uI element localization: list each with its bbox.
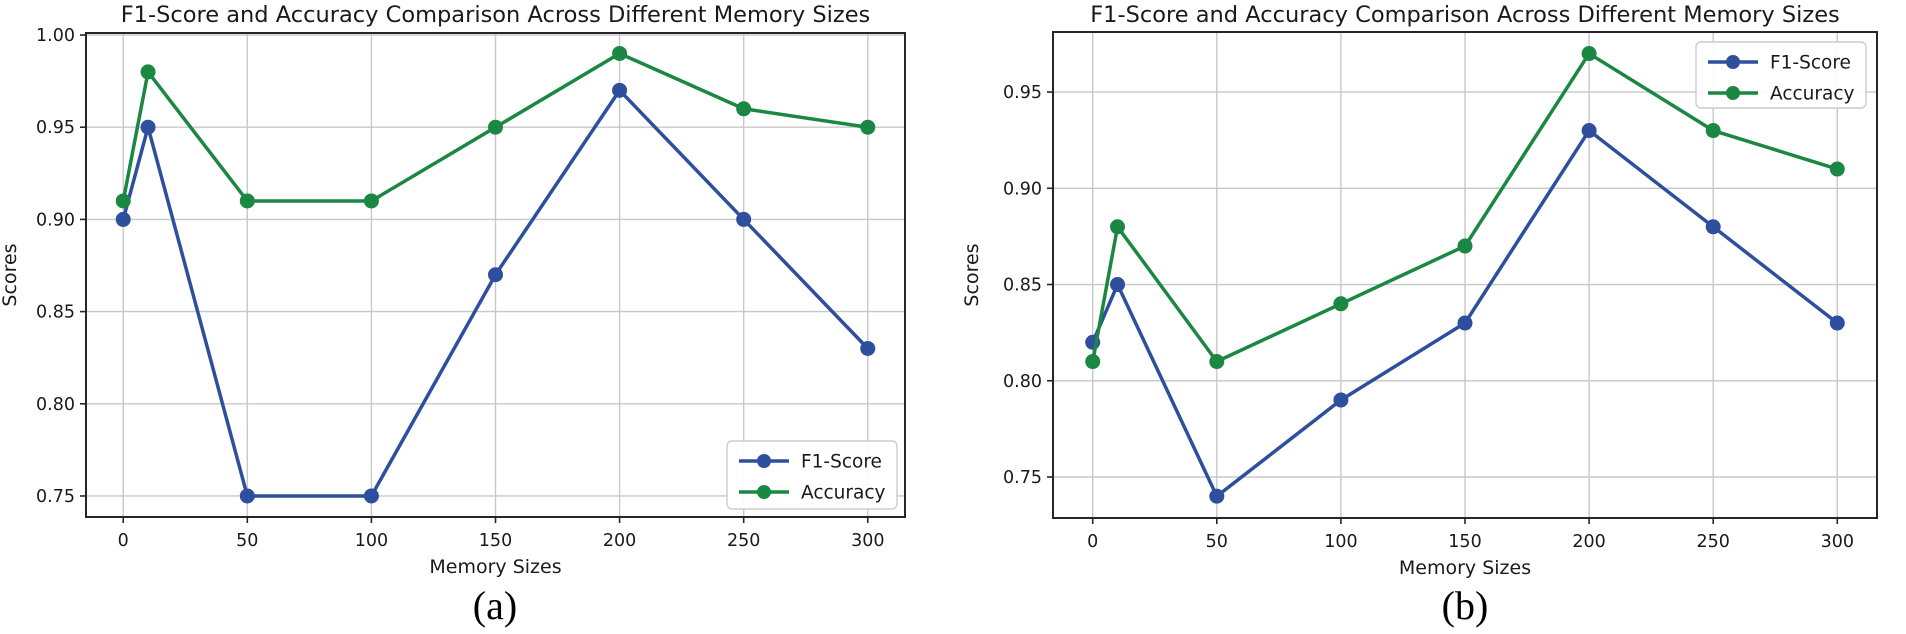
axis-ticks: 0 50 100 150 200 250 300 0.75 0.80 0.85 0.90 0.95 1.… <box>36 26 884 551</box>
y-tick-label: 0.80 <box>1003 372 1042 392</box>
y-tick-label: 0.75 <box>1003 468 1042 488</box>
series-line-f1-score <box>1091 128 1839 499</box>
x-tick-label: 150 <box>479 531 512 551</box>
series-line-accuracy <box>121 51 869 203</box>
y-tick-label: 0.75 <box>36 487 75 507</box>
y-tick-label: 0.95 <box>1003 83 1042 103</box>
x-tick-label: 100 <box>355 531 388 551</box>
data-point-marker <box>115 193 131 209</box>
x-tick-label: 250 <box>727 531 760 551</box>
data-point-marker <box>1333 296 1349 312</box>
data-point-marker <box>140 64 156 80</box>
series-line-f1-score <box>121 88 870 498</box>
legend-entry-accuracy: Accuracy <box>1708 84 1855 105</box>
data-point-marker <box>1110 219 1126 235</box>
y-tick-label: 0.90 <box>1003 179 1042 199</box>
legend-label: Accuracy <box>801 483 886 504</box>
data-point-marker <box>1581 123 1597 139</box>
x-tick-label: 200 <box>603 531 636 551</box>
data-point-marker <box>1829 161 1845 177</box>
x-tick-label: 50 <box>1206 532 1228 552</box>
y-tick-label: 0.90 <box>36 210 75 230</box>
subplot-a: 0 50 100 150 200 250 300 0.75 0.80 0.85 0.90 0.95 1.… <box>0 2 906 578</box>
data-point-marker <box>1457 315 1473 331</box>
x-axis-label: Memory Sizes <box>429 556 561 578</box>
data-point-marker <box>860 119 876 135</box>
y-tick-label: 0.95 <box>36 118 75 138</box>
data-point-marker <box>1209 488 1225 504</box>
y-axis-label: Scores <box>0 243 21 306</box>
data-point-marker <box>1457 238 1473 254</box>
y-tick-label: 0.85 <box>36 303 75 323</box>
subplot-caption-a: (a) <box>472 583 518 628</box>
data-point-marker <box>140 119 156 135</box>
data-point-marker <box>736 101 752 117</box>
chart-title: F1-Score and Accuracy Comparison Across … <box>121 2 871 28</box>
x-tick-label: 250 <box>1696 532 1729 552</box>
y-axis-label: Scores <box>961 243 983 306</box>
data-point-marker <box>363 488 379 504</box>
legend-entry-accuracy: Accuracy <box>739 483 886 504</box>
y-tick-label: 1.00 <box>36 26 75 46</box>
data-point-marker <box>1333 392 1349 408</box>
data-point-marker <box>612 45 628 61</box>
data-point-marker <box>488 267 503 283</box>
data-point-marker <box>488 119 503 135</box>
legend: F1-Score Accuracy <box>1695 41 1867 109</box>
x-tick-label: 50 <box>236 531 258 551</box>
legend-entry-f1-score: F1-Score <box>739 452 882 473</box>
legend-marker <box>757 485 771 499</box>
legend-marker <box>1726 55 1740 69</box>
data-point-marker <box>1085 354 1101 370</box>
x-axis-label: Memory Sizes <box>1399 557 1531 579</box>
legend: F1-Score Accuracy <box>726 440 898 510</box>
x-tick-label: 100 <box>1324 532 1357 552</box>
legend-entry-f1-score: F1-Score <box>1708 53 1851 74</box>
legend-label: Accuracy <box>1770 84 1855 105</box>
subplot-caption-b: (b) <box>1441 583 1489 628</box>
data-point-marker <box>1581 46 1597 62</box>
data-point-marker <box>736 211 752 227</box>
subplot-b: 0 50 100 150 200 250 300 0.75 0.80 0.85 0.90 0.95 F1… <box>961 2 1878 579</box>
x-tick-label: 300 <box>851 531 884 551</box>
data-point-marker <box>1705 123 1721 139</box>
chart-title: F1-Score and Accuracy Comparison Across … <box>1090 2 1840 28</box>
legend-label: F1-Score <box>801 452 882 473</box>
y-tick-label: 0.80 <box>36 395 75 415</box>
x-tick-label: 0 <box>118 531 129 551</box>
y-tick-label: 0.85 <box>1003 276 1042 296</box>
data-point-marker <box>860 340 876 356</box>
data-point-marker <box>1110 277 1126 293</box>
x-tick-label: 300 <box>1821 532 1854 552</box>
x-tick-label: 0 <box>1087 532 1098 552</box>
series-line-accuracy <box>1090 51 1838 364</box>
data-point-marker <box>115 211 131 227</box>
data-point-marker <box>1829 315 1845 331</box>
data-point-marker <box>1209 354 1225 370</box>
legend-marker <box>757 454 771 468</box>
axis-ticks: 0 50 100 150 200 250 300 0.75 0.80 0.85 0.90 0.95 <box>1003 83 1854 552</box>
legend-label: F1-Score <box>1770 53 1851 74</box>
data-point-marker <box>612 82 628 98</box>
data-point-marker <box>1705 219 1721 235</box>
data-point-marker <box>239 488 255 504</box>
x-tick-label: 200 <box>1572 532 1605 552</box>
legend-marker <box>1726 86 1740 100</box>
data-point-marker <box>239 193 255 209</box>
data-point-marker <box>363 193 379 209</box>
x-tick-label: 150 <box>1448 532 1481 552</box>
